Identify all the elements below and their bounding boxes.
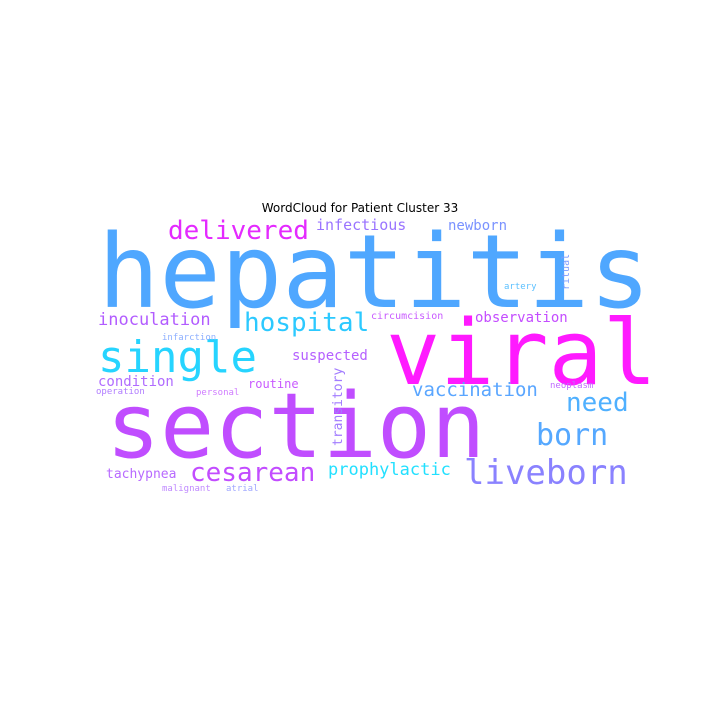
- word-newborn: newborn: [448, 218, 508, 234]
- word-single: single: [98, 332, 257, 383]
- word-viral: viral: [386, 301, 657, 406]
- word-infectious: infectious: [316, 216, 407, 234]
- word-ritual: ritual: [561, 253, 572, 290]
- word-need: need: [566, 388, 629, 418]
- word-vaccination: vaccination: [412, 379, 538, 401]
- word-delivered: delivered: [168, 216, 309, 246]
- word-infarction: infarction: [162, 333, 217, 343]
- word-prophylactic: prophylactic: [328, 460, 451, 480]
- word-artery: artery: [504, 282, 537, 292]
- word-operation: operation: [96, 387, 145, 397]
- word-neoplasm: neoplasm: [550, 381, 594, 391]
- figure-title: WordCloud for Patient Cluster 33: [261, 201, 459, 215]
- word-hepatitis: hepatitis: [98, 213, 651, 332]
- word-cesarean: cesarean: [190, 458, 316, 488]
- word-hospital: hospital: [244, 308, 370, 338]
- word-atrial: atrial: [226, 484, 259, 494]
- word-circumcision: circumcision: [371, 311, 444, 322]
- word-inoculation: inoculation: [98, 310, 211, 330]
- word-suspected: suspected: [292, 348, 368, 364]
- word-transitory: transitory: [331, 367, 346, 446]
- word-condition: condition: [98, 374, 174, 390]
- word-born: born: [536, 418, 609, 453]
- word-liveborn: liveborn: [464, 453, 628, 493]
- wordcloud: hepatitis viral section single delivered…: [96, 216, 657, 500]
- word-section: section: [106, 374, 486, 479]
- word-observation: observation: [475, 310, 568, 326]
- word-malignant: malignant: [162, 484, 211, 494]
- word-tachypnea: tachypnea: [106, 467, 177, 482]
- word-personal: personal: [196, 388, 240, 398]
- word-routine: routine: [248, 377, 299, 391]
